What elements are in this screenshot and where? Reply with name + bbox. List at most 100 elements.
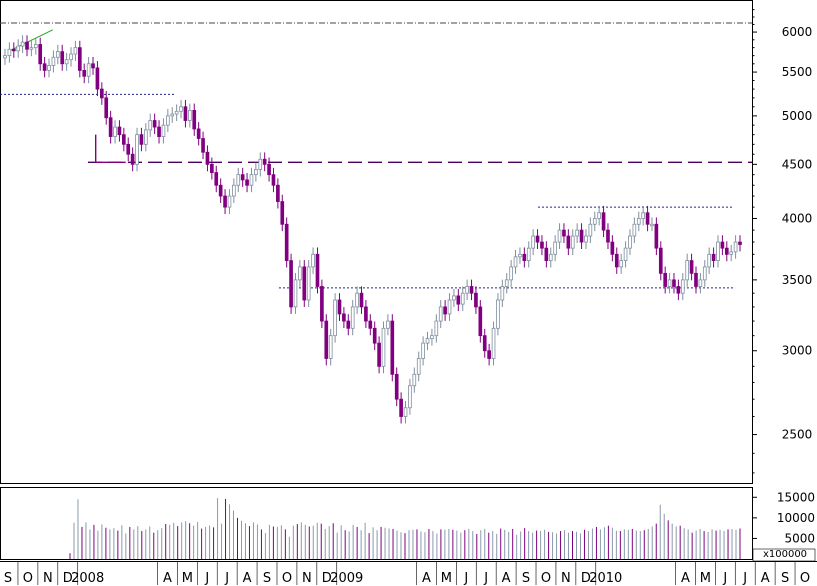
candle	[33, 37, 38, 55]
candle	[707, 247, 712, 274]
volume-y-tick-label: 5000	[784, 531, 815, 545]
candle-body	[610, 241, 615, 255]
candle	[394, 367, 399, 407]
candle	[738, 235, 742, 252]
candle	[456, 289, 461, 312]
candle-body	[293, 279, 298, 308]
candle-body	[267, 163, 271, 176]
candle-body	[315, 253, 320, 287]
candle-body	[702, 266, 707, 281]
x-tick-label: J	[483, 571, 488, 586]
y-tick-label: 4500	[782, 157, 813, 171]
candle	[342, 307, 346, 329]
candle	[240, 167, 245, 187]
candle	[579, 223, 584, 250]
x-tick-label: J	[722, 571, 727, 586]
candle	[122, 127, 126, 152]
candle	[372, 321, 377, 351]
candle-body	[663, 272, 668, 287]
x-tick-label: J	[204, 571, 209, 586]
candle	[623, 241, 628, 268]
candle	[113, 120, 117, 144]
candle	[104, 91, 109, 125]
candle-body	[3, 55, 7, 59]
candle	[16, 39, 21, 58]
candle	[672, 273, 676, 294]
candle-body	[680, 279, 685, 294]
candle	[491, 321, 496, 366]
candle	[262, 152, 267, 172]
candle	[249, 167, 254, 193]
y-tick-label: 5000	[782, 109, 813, 123]
candle-body	[733, 241, 738, 253]
candle	[588, 217, 593, 243]
candle	[11, 42, 16, 58]
x-tick-label: A	[163, 571, 172, 586]
candle-body	[152, 120, 157, 128]
candle-body	[170, 113, 175, 117]
candle	[135, 127, 139, 172]
candle	[702, 260, 707, 287]
candle-body	[535, 235, 540, 243]
candle-body	[474, 292, 478, 308]
candle-body	[192, 110, 197, 130]
candle	[245, 173, 249, 193]
volume-y-tick-label: 15000	[777, 490, 815, 504]
candle	[205, 145, 210, 172]
x-tick-label: S	[4, 571, 12, 586]
candle-body	[161, 124, 166, 137]
candle-body	[579, 229, 584, 243]
candle-body	[139, 134, 144, 145]
candle	[610, 235, 615, 262]
candle	[7, 42, 12, 63]
candle-body	[337, 299, 342, 315]
candle-body	[214, 172, 219, 186]
candle-body	[196, 128, 201, 139]
candle-body	[311, 253, 315, 268]
x-tick-label: N	[302, 571, 312, 586]
candle	[438, 300, 443, 329]
candle	[447, 293, 452, 321]
candle-body	[179, 106, 183, 112]
candle	[223, 189, 227, 215]
x-tick-label: S	[781, 571, 789, 586]
candle-body	[592, 218, 597, 225]
candle	[650, 217, 654, 232]
candle	[298, 260, 302, 287]
candle-body	[77, 47, 82, 71]
candle	[139, 127, 144, 152]
candle	[333, 293, 337, 343]
candle-body	[227, 195, 232, 208]
candle	[157, 120, 161, 144]
candle-body	[284, 223, 289, 261]
candle	[179, 99, 183, 119]
candle-body	[372, 327, 377, 344]
x-tick-label: D	[322, 571, 332, 586]
candle-body	[95, 67, 100, 90]
candle	[170, 107, 175, 123]
candle-body	[104, 97, 109, 119]
candle-body	[157, 126, 161, 137]
candle-body	[513, 256, 518, 268]
candle-body	[447, 299, 452, 315]
candle-body	[650, 223, 654, 227]
candle-body	[412, 373, 417, 387]
candle	[575, 223, 579, 243]
candle-body	[619, 260, 623, 268]
candle	[148, 113, 153, 137]
x-tick-label: M	[700, 571, 711, 586]
candle	[632, 217, 637, 243]
candle-body	[166, 115, 170, 126]
candle	[597, 205, 601, 226]
candle	[183, 99, 188, 128]
candle-body	[614, 253, 619, 268]
candle	[474, 286, 478, 314]
candle	[526, 241, 531, 268]
candle	[408, 378, 412, 415]
candle-body	[302, 266, 307, 301]
candle	[663, 266, 668, 294]
candle	[562, 223, 566, 243]
candle	[716, 235, 720, 268]
candle-body	[575, 229, 579, 237]
